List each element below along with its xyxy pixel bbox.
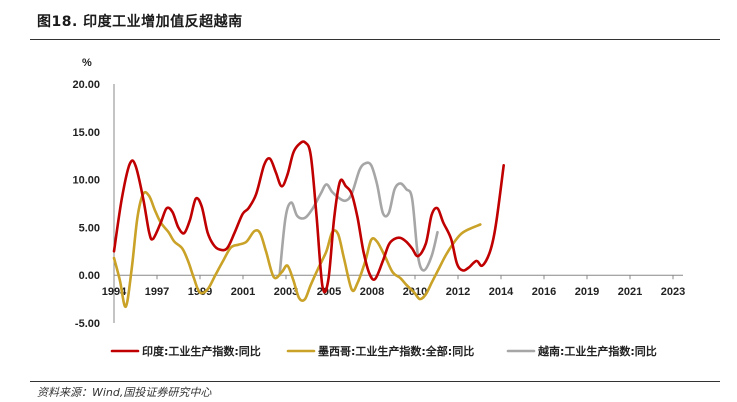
y-tick-label: 20.00 <box>72 79 100 91</box>
y-tick-label: 10.00 <box>72 175 100 187</box>
source-note: 资料来源：Wind,国投证券研究中心 <box>37 386 212 399</box>
y-tick-label: 15.00 <box>72 127 100 139</box>
x-tick-label: 2001 <box>231 286 255 298</box>
legend: 印度:工业生产指数:同比 墨西哥:工业生产指数:全部:同比 越南:工业生产指数:同比 <box>110 344 657 358</box>
legend-label: 印度:工业生产指数:同比 <box>142 344 261 358</box>
series-line-2 <box>278 161 439 277</box>
series-lines <box>112 140 505 309</box>
legend-label: 越南:工业生产指数:同比 <box>537 344 657 358</box>
legend-label: 墨西哥:工业生产指数:全部:同比 <box>318 344 474 358</box>
x-tick-label: 2003 <box>274 286 298 298</box>
title-rule <box>30 39 720 40</box>
x-tick-label: 2019 <box>575 286 599 298</box>
y-axis-unit-label: % <box>82 57 92 69</box>
y-axis-ticks: 20.00 15.00 10.00 5.00 0.00 -5.00 <box>72 79 100 330</box>
x-tick-label: 2008 <box>360 286 384 298</box>
y-tick-label: -5.00 <box>75 318 100 330</box>
y-tick-label: 0.00 <box>79 270 100 282</box>
y-tick-label: 5.00 <box>79 222 100 234</box>
x-tick-label: 2021 <box>618 286 642 298</box>
x-axis-ticks: 1994 1997 1999 2001 2003 2005 2008 2010 2012 2014… <box>102 275 685 298</box>
x-tick-label: 2014 <box>489 286 514 298</box>
x-tick-label: 2005 <box>317 286 341 298</box>
series-line-1 <box>112 190 482 309</box>
x-tick-label: 1997 <box>145 286 169 298</box>
series-line-0 <box>112 140 505 294</box>
x-tick-label: 2012 <box>446 286 470 298</box>
source-rule <box>30 381 720 382</box>
x-tick-label: 2023 <box>661 286 685 298</box>
x-tick-label: 2016 <box>532 286 556 298</box>
chart-title: 图18. 印度工业增加值反超越南 <box>37 14 243 30</box>
